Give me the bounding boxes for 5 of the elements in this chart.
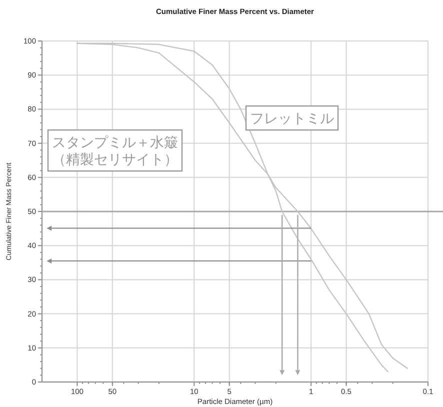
annotation: （精製セリサイト） — [52, 151, 178, 167]
annotation: フレットミル — [250, 110, 334, 126]
annotation: スタンプミル＋水簸 — [52, 134, 178, 150]
annotation: フレットミル — [245, 105, 339, 131]
annotation: スタンプミル＋水簸 （精製セリサイト） — [47, 129, 183, 172]
